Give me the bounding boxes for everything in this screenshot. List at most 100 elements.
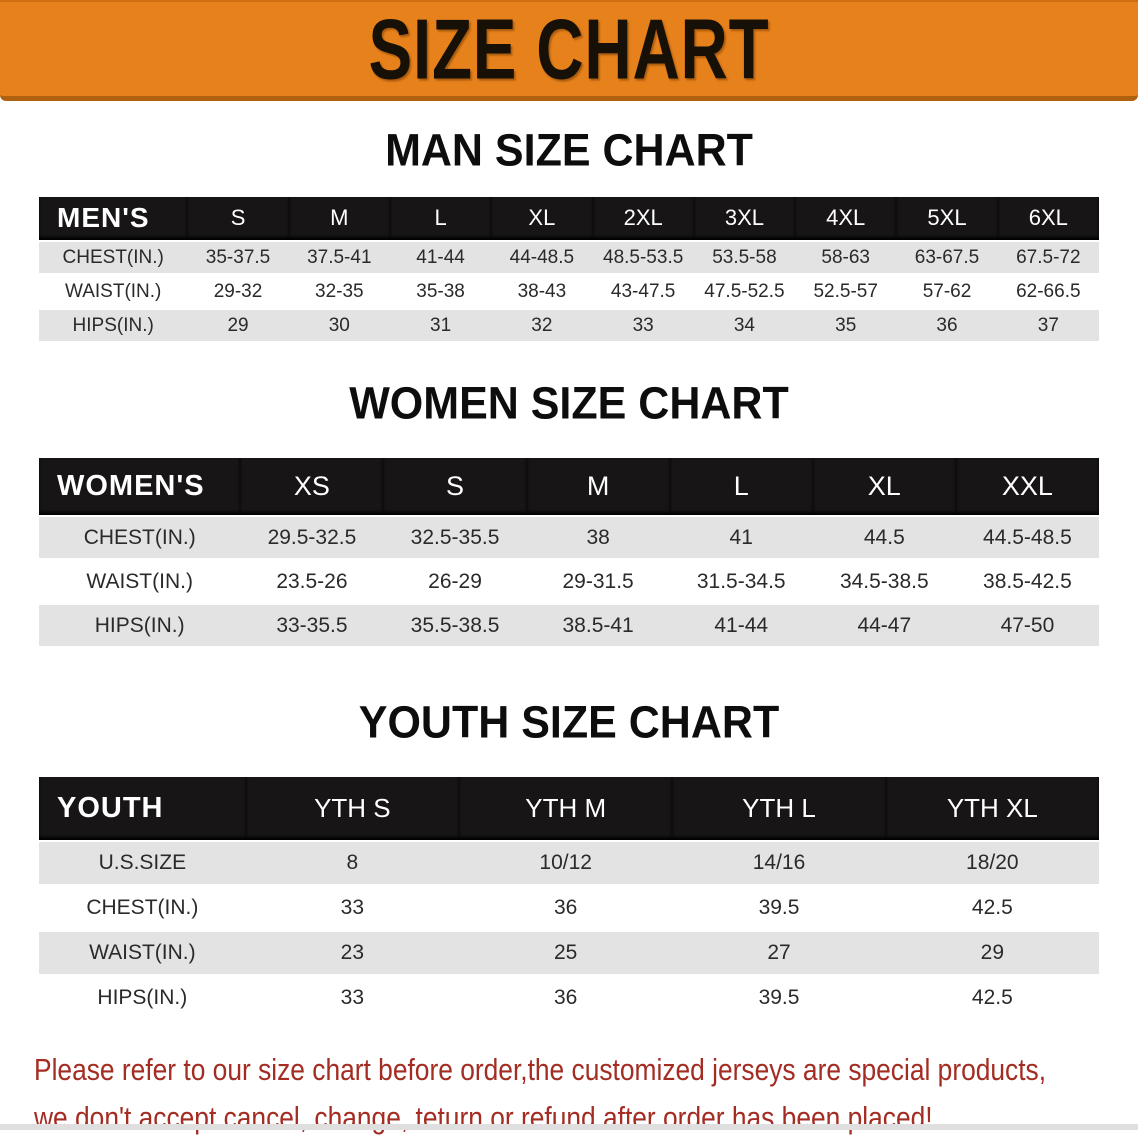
table-row: WAIST(IN.) 23.5-26 26-29 29-31.5 31.5-34.5 34… (39, 561, 1099, 602)
table-row: CHEST(IN.) 35-37.5 37.5-41 41-44 44-48.5 48.5… (39, 242, 1099, 273)
order-policy-line-1: Please refer to our size chart before or… (34, 1052, 1047, 1087)
measurement-value: 29.5-32.5 (240, 517, 384, 558)
measurement-value: 32-35 (288, 276, 390, 307)
size-column-header: YTH L (672, 777, 886, 839)
men-section-heading: MAN SIZE CHART (385, 125, 753, 177)
measurement-value: 14/16 (672, 842, 886, 884)
measurement-value: 27 (672, 932, 886, 974)
youth-section-heading: YOUTH SIZE CHART (358, 697, 780, 749)
table-row: WAIST(IN.) 29-32 32-35 35-38 38-43 43-47.5 47.… (39, 276, 1099, 307)
size-column-header: XS (240, 458, 384, 514)
measurement-value: 31.5-34.5 (669, 561, 813, 602)
measurement-value: 37 (997, 310, 1099, 341)
table-row: HIPS(IN.) 33-35.5 35.5-38.5 38.5-41 41-44 44-… (39, 605, 1099, 646)
measurement-value: 41 (669, 517, 813, 558)
measurement-value: 42.5 (885, 887, 1099, 929)
measurement-value: 33 (245, 977, 460, 1019)
measurement-value: 18/20 (885, 842, 1099, 884)
measurement-value: 63-67.5 (896, 242, 998, 273)
measurement-value: 38-43 (491, 276, 593, 307)
measurement-value: 29-32 (187, 276, 289, 307)
measurement-label: WAIST(IN.) (39, 932, 246, 974)
measurement-value: 32 (491, 310, 593, 341)
measurement-value: 31 (389, 310, 492, 341)
measurement-value: 36 (459, 887, 673, 929)
measurement-value: 29 (187, 310, 289, 341)
measurement-value: 62-66.5 (997, 276, 1099, 307)
measurement-value: 36 (896, 310, 998, 341)
measurement-value: 37.5-41 (288, 242, 390, 273)
page-title: SIZE CHART (368, 1, 770, 97)
measurement-value: 35-37.5 (187, 242, 289, 273)
measurement-value: 38.5-41 (526, 605, 670, 646)
measurement-value: 67.5-72 (997, 242, 1099, 273)
table-corner-label: YOUTH (39, 777, 246, 839)
table-header-row: MEN'S S M L XL 2XL 3XL 4XL 5XL 6XL (39, 197, 1099, 239)
measurement-label: CHEST(IN.) (39, 887, 246, 929)
table-corner-label: MEN'S (39, 197, 188, 239)
size-column-header: M (288, 197, 390, 239)
measurement-value: 33-35.5 (240, 605, 384, 646)
measurement-value: 32.5-35.5 (383, 517, 527, 558)
measurement-value: 30 (288, 310, 390, 341)
size-column-header: YTH M (459, 777, 673, 839)
measurement-value: 35-38 (389, 276, 492, 307)
measurement-value: 44.5-48.5 (955, 517, 1099, 558)
banner: SIZE CHART (0, 0, 1138, 101)
table-header-row: YOUTH YTH S YTH M YTH L YTH XL (39, 777, 1099, 839)
men-size-table: MEN'S S M L XL 2XL 3XL 4XL 5XL 6XL CHEST(IN.) 35-37… (39, 194, 1099, 344)
measurement-value: 47.5-52.5 (693, 276, 796, 307)
table-row: HIPS(IN.) 29 30 31 32 33 34 35 36 37 (39, 310, 1099, 341)
measurement-value: 43-47.5 (592, 276, 694, 307)
size-column-header: 6XL (997, 197, 1099, 239)
measurement-value: 35.5-38.5 (383, 605, 527, 646)
measurement-value: 42.5 (885, 977, 1099, 1019)
size-column-header: YTH S (245, 777, 460, 839)
table-row: WAIST(IN.) 23 25 27 29 (39, 932, 1099, 974)
section-women: WOMEN SIZE CHART WOMEN'S XS S M L XL XXL CHEST(… (0, 379, 1138, 649)
size-column-header: M (526, 458, 670, 514)
measurement-label: WAIST(IN.) (39, 276, 188, 307)
measurement-value: 33 (592, 310, 694, 341)
measurement-value: 38.5-42.5 (955, 561, 1099, 602)
table-row: CHEST(IN.) 29.5-32.5 32.5-35.5 38 41 44.5 44.5… (39, 517, 1099, 558)
measurement-value: 8 (245, 842, 460, 884)
table-header-row: WOMEN'S XS S M L XL XXL (39, 458, 1099, 514)
size-column-header: 5XL (896, 197, 998, 239)
measurement-value: 10/12 (459, 842, 673, 884)
youth-size-table: YOUTH YTH S YTH M YTH L YTH XL U.S.SIZE 8 10/12… (39, 774, 1099, 1022)
size-column-header: XXL (955, 458, 1099, 514)
women-size-table: WOMEN'S XS S M L XL XXL CHEST(IN.) 29.5-32.5 32.5… (39, 455, 1099, 649)
measurement-label: WAIST(IN.) (39, 561, 241, 602)
measurement-value: 39.5 (672, 887, 886, 929)
measurement-value: 26-29 (383, 561, 527, 602)
measurement-value: 52.5-57 (795, 276, 897, 307)
section-men: MAN SIZE CHART MEN'S S M L XL 2XL 3XL 4XL 5XL 6XL… (0, 125, 1138, 344)
measurement-value: 38 (526, 517, 670, 558)
measurement-label: CHEST(IN.) (39, 242, 188, 273)
size-column-header: S (383, 458, 527, 514)
measurement-value: 36 (459, 977, 673, 1019)
size-column-header: L (669, 458, 813, 514)
measurement-value: 23.5-26 (240, 561, 384, 602)
measurement-label: U.S.SIZE (39, 842, 246, 884)
measurement-value: 33 (245, 887, 460, 929)
size-column-header: XL (812, 458, 956, 514)
measurement-value: 47-50 (955, 605, 1099, 646)
measurement-value: 29-31.5 (526, 561, 670, 602)
measurement-value: 29 (885, 932, 1099, 974)
section-youth: YOUTH SIZE CHART YOUTH YTH S YTH M YTH L YTH… (0, 697, 1138, 1022)
measurement-value: 35 (795, 310, 897, 341)
measurement-value: 48.5-53.5 (592, 242, 694, 273)
measurement-value: 23 (245, 932, 460, 974)
size-column-header: 3XL (693, 197, 796, 239)
size-column-header: YTH XL (885, 777, 1099, 839)
measurement-value: 57-62 (896, 276, 998, 307)
measurement-value: 41-44 (389, 242, 492, 273)
size-column-header: L (389, 197, 492, 239)
measurement-value: 25 (459, 932, 673, 974)
measurement-label: HIPS(IN.) (39, 605, 241, 646)
table-row: U.S.SIZE 8 10/12 14/16 18/20 (39, 842, 1099, 884)
size-column-header: XL (491, 197, 593, 239)
